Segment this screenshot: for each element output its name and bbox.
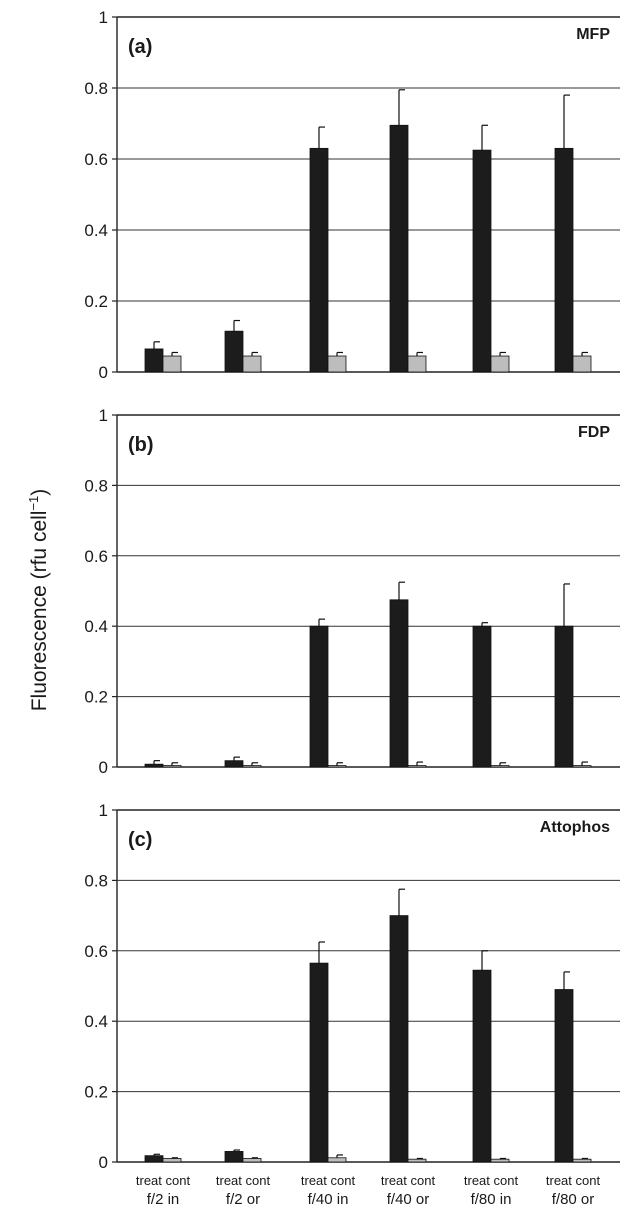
- y-tick-label: 0.4: [84, 221, 108, 240]
- bar-cont: [327, 1157, 347, 1163]
- y-tick-label: 1: [99, 8, 108, 27]
- y-axis-label: Fluorescence (rfu cell−1): [26, 489, 51, 712]
- bar-cont: [242, 1158, 262, 1163]
- x-category-label: f/2 or: [226, 1191, 260, 1208]
- x-axis-labels: treat cont treat cont treat cont treat cont…: [136, 1173, 601, 1208]
- x-group-label: treat cont: [546, 1173, 601, 1188]
- bar-treat: [472, 969, 492, 1163]
- bar-cont: [327, 355, 347, 373]
- bar-cont: [327, 765, 347, 768]
- x-group-label: treat cont: [381, 1173, 436, 1188]
- x-group-label: treat cont: [464, 1173, 519, 1188]
- panel-title: Attophos: [540, 819, 610, 836]
- y-tick-label: 0.6: [84, 547, 108, 566]
- bar-cont: [490, 765, 510, 768]
- y-tick-label: 0.2: [84, 688, 108, 707]
- bar-cont: [572, 765, 592, 768]
- bar-treat: [144, 1155, 164, 1163]
- y-axis-label-superscript: −1: [26, 496, 41, 511]
- x-category-label: f/80 in: [471, 1191, 512, 1208]
- bar-cont: [162, 765, 182, 768]
- bar-treat: [144, 348, 164, 373]
- y-tick-label: 0.8: [84, 79, 108, 98]
- y-axis-label-main: Fluorescence (rfu cell: [28, 511, 51, 712]
- bar-treat: [144, 763, 164, 768]
- y-tick-label: 0.6: [84, 942, 108, 961]
- bar-treat: [224, 760, 244, 768]
- y-tick-label: 0: [99, 758, 108, 777]
- y-tick-label: 0.6: [84, 150, 108, 169]
- y-tick-label: 1: [99, 801, 108, 820]
- x-group-label: treat cont: [136, 1173, 191, 1188]
- bar-treat: [389, 915, 409, 1163]
- y-axis-label-close: ): [28, 489, 51, 496]
- bar-cont: [490, 355, 510, 373]
- bar-treat: [224, 1151, 244, 1163]
- bar-cont: [572, 1158, 592, 1163]
- panel-label: (c): [128, 829, 152, 851]
- x-category-label: f/2 in: [147, 1191, 180, 1208]
- y-tick-label: 0.2: [84, 292, 108, 311]
- bar-treat: [472, 625, 492, 768]
- bar-cont: [407, 355, 427, 373]
- bar-cont: [242, 355, 262, 373]
- bar-treat: [389, 599, 409, 768]
- bar-treat: [472, 149, 492, 373]
- bar-treat: [554, 989, 574, 1163]
- bar-treat: [554, 147, 574, 373]
- bar-cont: [407, 765, 427, 768]
- y-tick-label: 0.2: [84, 1083, 108, 1102]
- bar-treat: [309, 147, 329, 373]
- bar-cont: [162, 355, 182, 373]
- bar-cont: [572, 355, 592, 373]
- y-tick-label: 0.8: [84, 871, 108, 890]
- panel-label: (b): [128, 434, 154, 456]
- bar-cont: [407, 1158, 427, 1163]
- panel-1: 0 0.2 0.4 0.6 0.8 1 (a) MFP: [84, 8, 620, 382]
- x-category-label: f/80 or: [552, 1191, 595, 1208]
- panel-2: 0 0.2 0.4 0.6 0.8 1 (b) FDP: [84, 406, 620, 777]
- y-tick-label: 0: [99, 363, 108, 382]
- bar-treat: [224, 330, 244, 373]
- bar-cont: [242, 765, 262, 768]
- y-tick-label: 0.4: [84, 617, 108, 636]
- bar-treat: [309, 625, 329, 768]
- bar-cont: [162, 1158, 182, 1163]
- panel-label: (a): [128, 36, 152, 58]
- x-group-label: treat cont: [216, 1173, 271, 1188]
- panel-3: 0 0.2 0.4 0.6 0.8 1 (c) Attophos: [84, 801, 620, 1172]
- x-category-label: f/40 in: [308, 1191, 349, 1208]
- bar-treat: [389, 124, 409, 373]
- bar-cont: [490, 1158, 510, 1163]
- panel-title: MFP: [576, 26, 610, 43]
- y-tick-label: 0.4: [84, 1012, 108, 1031]
- bar-treat: [309, 962, 329, 1163]
- y-tick-label: 1: [99, 406, 108, 425]
- bar-treat: [554, 625, 574, 768]
- y-tick-label: 0.8: [84, 476, 108, 495]
- y-tick-label: 0: [99, 1153, 108, 1172]
- panels: 0 0.2 0.4 0.6 0.8 1 (a) MFP 0 0.2 0.4 0.6 0.8 1 (b) FDP…: [84, 8, 620, 1172]
- x-group-label: treat cont: [301, 1173, 356, 1188]
- panel-title: FDP: [578, 424, 610, 441]
- x-category-label: f/40 or: [387, 1191, 430, 1208]
